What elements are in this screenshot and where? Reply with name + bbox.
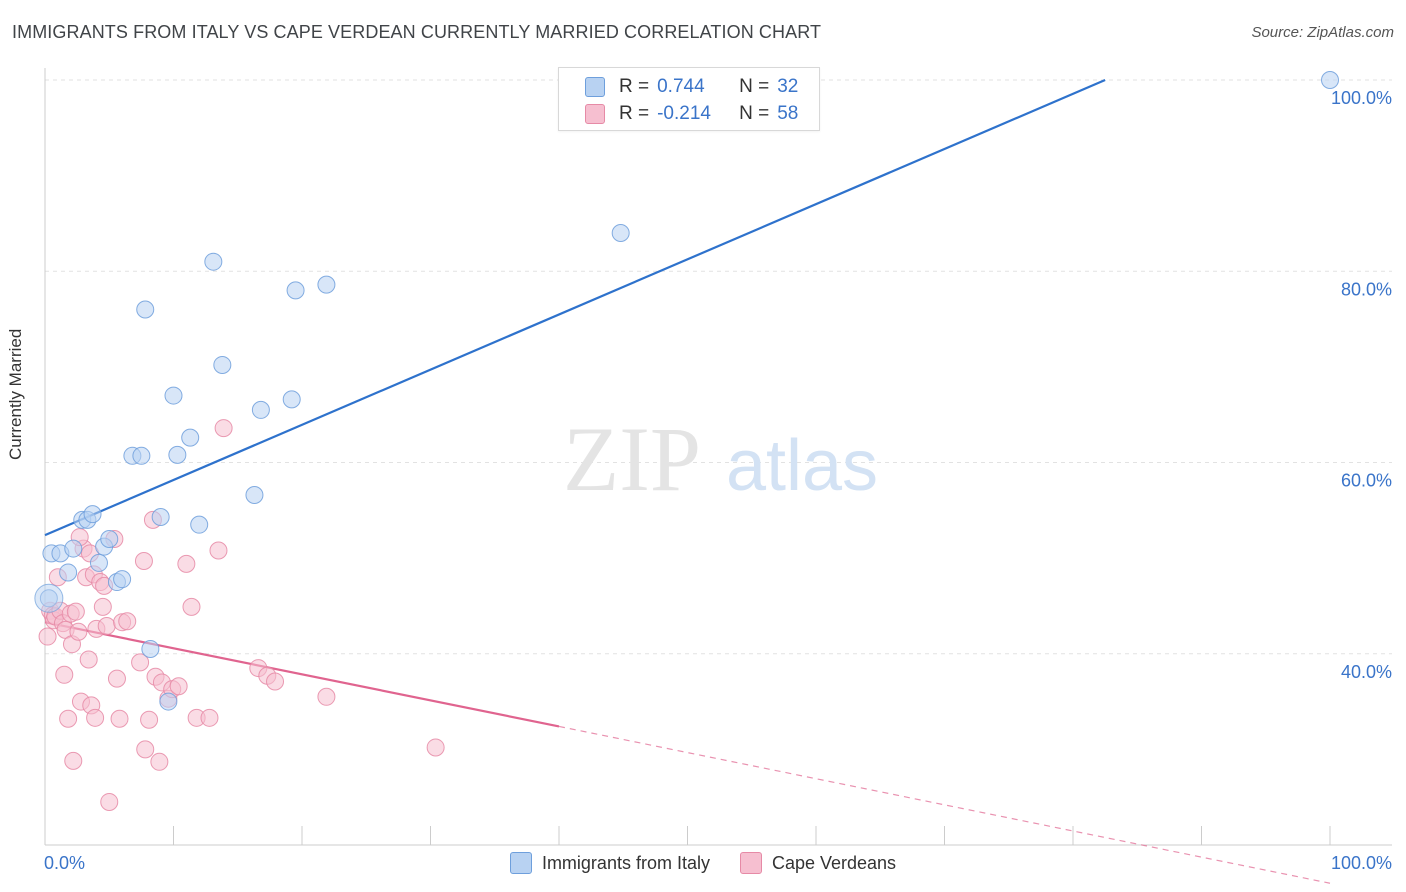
italy-swatch (585, 77, 605, 97)
grid-lines (45, 79, 1392, 655)
cape-verdean-point (182, 597, 201, 616)
cape-verdean-point (317, 687, 336, 706)
italy-point (34, 583, 64, 613)
n-value: 58 (777, 103, 799, 124)
cape-verdean-point (426, 738, 445, 757)
r-label: R = (619, 103, 650, 124)
data-points (34, 71, 1339, 811)
x-tick-label: 0.0% (44, 853, 85, 873)
cape-verdean-point (97, 617, 116, 636)
italy-point (113, 570, 132, 589)
cape-verdean-point (107, 669, 126, 688)
italy-point (136, 300, 155, 319)
watermark-atlas: atlas (726, 426, 878, 506)
cape-verdean-point (93, 597, 112, 616)
italy-point (190, 515, 209, 534)
cape-verdean-point (59, 709, 78, 728)
r-label: R = (619, 76, 650, 97)
n-label: N = (739, 103, 770, 124)
cape-verdean-point (64, 751, 83, 770)
italy-point (164, 386, 183, 405)
cape-verdean-point (169, 677, 188, 696)
cape-verdean-legend-swatch (739, 852, 762, 874)
italy-point (317, 275, 336, 294)
y-tick-label: 60.0% (1341, 471, 1392, 491)
cape-verdean-swatch (585, 104, 605, 124)
y-tick-label: 40.0% (1341, 662, 1392, 682)
chart-title: IMMIGRANTS FROM ITALY VS CAPE VERDEAN CU… (12, 22, 822, 42)
italy-trend-line (44, 78, 1106, 537)
italy-point (151, 508, 170, 527)
cape-verdean-point (209, 541, 228, 560)
cape-verdean-point (79, 650, 98, 669)
italy-point (213, 355, 232, 374)
italy-point (1321, 71, 1339, 89)
legend-label-cape-verdean: Cape Verdeans (771, 852, 897, 873)
cape-verdean-point (100, 792, 119, 811)
cape-verdean-point (140, 710, 159, 729)
cape-verdean-point (66, 602, 85, 621)
x-tick-label: 100.0% (1331, 853, 1392, 873)
italy-point (141, 639, 160, 658)
cape-verdean-point (110, 709, 129, 728)
y-tick-label: 80.0% (1341, 279, 1392, 299)
italy-point (181, 428, 200, 447)
cape-verdean-point (131, 653, 150, 672)
r-value: 0.744 (657, 76, 705, 97)
cape-verdean-point (136, 740, 155, 759)
italy-point (204, 252, 223, 271)
italy-point (89, 553, 108, 572)
italy-point (59, 563, 78, 582)
italy-point (132, 446, 151, 465)
watermark-zip: ZIP (563, 408, 701, 510)
n-label: N = (739, 76, 770, 97)
cape-verdean-point (177, 554, 196, 573)
cape-verdean-point (150, 752, 169, 771)
stats-row-italy: R = 0.744 N = 32 (585, 73, 798, 101)
cape-verdean-point (118, 612, 137, 631)
y-tick-label: 100.0% (1331, 88, 1392, 108)
cape-verdean-point (55, 665, 74, 684)
cape-verdean-point (38, 627, 57, 646)
watermark: ZIP atlas (563, 408, 878, 510)
stats-box: R = 0.744 N = 32 R = -0.214 N = 58 (558, 67, 820, 131)
cape-verdean-trend-line (44, 621, 560, 728)
italy-point (168, 445, 187, 464)
axes (44, 68, 1392, 846)
cape-verdean-point (86, 708, 105, 727)
cape-verdean-point (200, 708, 219, 727)
cape-verdean-point (214, 419, 233, 438)
italy-point (611, 224, 630, 242)
italy-point (100, 530, 119, 548)
italy-point (83, 505, 102, 524)
legend-label-italy: Immigrants from Italy (541, 852, 710, 873)
legend-item-cape-verdean[interactable]: Cape Verdeans (739, 852, 897, 874)
n-value: 32 (777, 76, 799, 97)
legend: Immigrants from Italy Cape Verdeans (0, 852, 1406, 874)
source-note: Source: ZipAtlas.com (1251, 24, 1394, 41)
legend-item-italy[interactable]: Immigrants from Italy (509, 852, 710, 874)
italy-point (286, 281, 305, 300)
stats-row-cape-verdean: R = -0.214 N = 58 (585, 100, 798, 128)
cape-verdean-point (266, 672, 285, 691)
italy-point (251, 400, 270, 419)
r-value: -0.214 (657, 103, 711, 124)
italy-legend-swatch (509, 852, 532, 874)
cape-verdean-point (69, 622, 88, 641)
tick-labels: 40.0% 60.0% 80.0% 100.0% 0.0% 100.0% (44, 88, 1392, 873)
y-axis-label: Currently Married (6, 328, 25, 460)
italy-point (64, 539, 83, 558)
italy-point (159, 692, 178, 711)
italy-point (282, 390, 301, 409)
trend-lines (44, 78, 1331, 884)
italy-point (245, 486, 264, 505)
cape-verdean-point (134, 551, 153, 570)
